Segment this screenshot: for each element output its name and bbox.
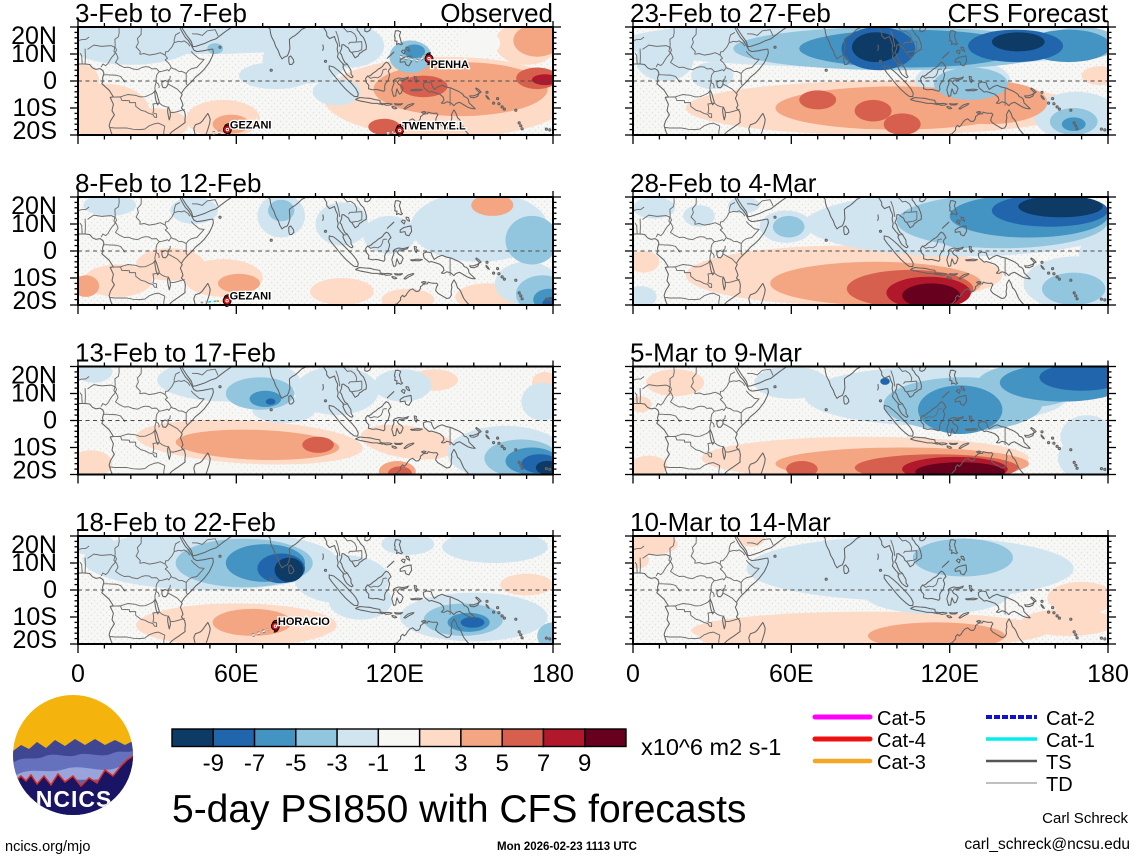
svg-text:Cat-5: Cat-5: [877, 708, 926, 730]
svg-text:10N: 10N: [11, 380, 57, 408]
svg-text:CFS Forecast: CFS Forecast: [948, 0, 1109, 28]
svg-text:x10^6 m2 s-1: x10^6 m2 s-1: [641, 734, 781, 760]
svg-text:120E: 120E: [366, 660, 424, 688]
svg-text:10-Mar to 14-Mar: 10-Mar to 14-Mar: [630, 507, 831, 537]
svg-text:Carl Schreck: Carl Schreck: [1042, 810, 1128, 827]
svg-text:60E: 60E: [214, 660, 258, 688]
svg-text:3-Feb to 7-Feb: 3-Feb to 7-Feb: [75, 0, 247, 28]
svg-text:20S: 20S: [13, 626, 57, 654]
svg-text:TS: TS: [1046, 752, 1072, 774]
svg-text:Observed: Observed: [440, 0, 553, 28]
svg-text:-5: -5: [285, 750, 306, 777]
svg-text:Cat-2: Cat-2: [1046, 708, 1095, 730]
svg-text:0: 0: [43, 407, 57, 435]
svg-text:28-Feb to 4-Mar: 28-Feb to 4-Mar: [630, 168, 817, 198]
svg-text:20S: 20S: [13, 287, 57, 315]
svg-text:1: 1: [413, 750, 426, 777]
svg-text:180: 180: [532, 660, 574, 688]
svg-text:3: 3: [454, 750, 467, 777]
svg-text:7: 7: [537, 750, 550, 777]
svg-text:Cat-4: Cat-4: [877, 730, 926, 752]
svg-text:18-Feb to 22-Feb: 18-Feb to 22-Feb: [75, 507, 276, 537]
svg-text:GEZANI: GEZANI: [230, 120, 272, 132]
svg-text:5-Mar to 9-Mar: 5-Mar to 9-Mar: [630, 338, 802, 368]
svg-text:0: 0: [43, 237, 57, 265]
svg-text:TD: TD: [1046, 774, 1073, 796]
svg-text:5: 5: [496, 750, 509, 777]
svg-text:120E: 120E: [921, 660, 979, 688]
svg-text:23-Feb to 27-Feb: 23-Feb to 27-Feb: [630, 0, 831, 28]
svg-text:20S: 20S: [13, 117, 57, 145]
svg-text:5-day PSI850 with CFS forecast: 5-day PSI850 with CFS forecasts: [172, 788, 746, 831]
svg-text:60E: 60E: [769, 660, 813, 688]
svg-text:10N: 10N: [11, 210, 57, 238]
svg-text:-7: -7: [244, 750, 265, 777]
svg-text:GEZANI: GEZANI: [230, 291, 272, 303]
svg-text:carl_schreck@ncsu.edu: carl_schreck@ncsu.edu: [964, 836, 1130, 853]
svg-text:0: 0: [71, 660, 85, 688]
svg-text:0: 0: [626, 660, 640, 688]
svg-text:TWENTYE.L: TWENTYE.L: [402, 120, 466, 132]
svg-text:HORACIO: HORACIO: [278, 616, 330, 628]
svg-text:0: 0: [43, 67, 57, 95]
svg-text:Mon 2026-02-23 1113 UTC: Mon 2026-02-23 1113 UTC: [497, 841, 637, 853]
svg-text:13-Feb to 17-Feb: 13-Feb to 17-Feb: [75, 338, 276, 368]
svg-text:ncics.org/mjo: ncics.org/mjo: [5, 839, 90, 855]
svg-text:Cat-3: Cat-3: [877, 752, 926, 774]
svg-text:NCICS: NCICS: [36, 786, 113, 812]
svg-text:8-Feb to 12-Feb: 8-Feb to 12-Feb: [75, 168, 261, 198]
svg-text:20S: 20S: [13, 457, 57, 485]
svg-text:180: 180: [1087, 660, 1129, 688]
svg-text:0: 0: [43, 576, 57, 604]
svg-text:-1: -1: [368, 750, 389, 777]
svg-text:9: 9: [578, 750, 591, 777]
svg-text:-3: -3: [326, 750, 347, 777]
svg-text:10N: 10N: [11, 40, 57, 68]
svg-text:PENHA: PENHA: [431, 59, 470, 71]
svg-text:-9: -9: [203, 750, 224, 777]
svg-text:Cat-1: Cat-1: [1046, 730, 1095, 752]
svg-text:10N: 10N: [11, 549, 57, 577]
